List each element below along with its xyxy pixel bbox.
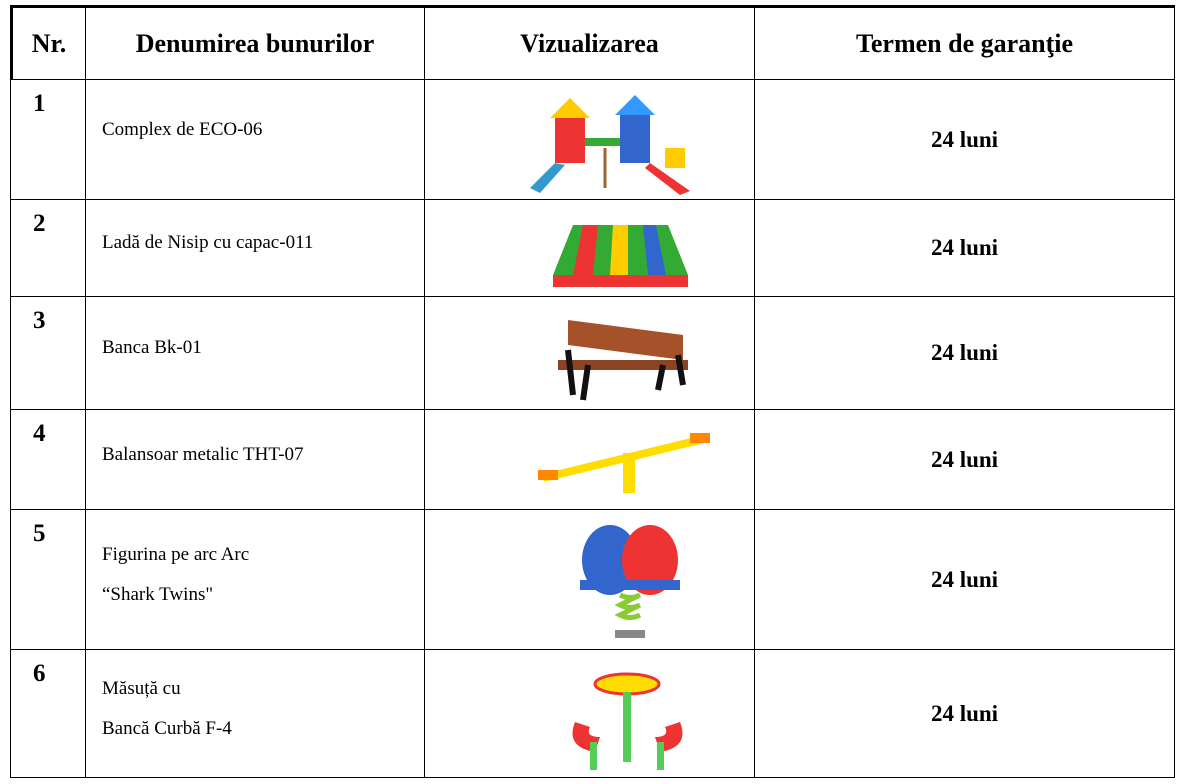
warranty-cell: 24 luni (755, 410, 1175, 510)
name-cell: Complex de ECO-06 (86, 80, 425, 200)
nr-cell: 1 (10, 80, 86, 200)
img-table (572, 672, 683, 770)
image-cell (425, 80, 755, 200)
header-cell: Vizualizarea (425, 5, 755, 80)
warranty: 24 luni (930, 340, 999, 365)
img-playground (530, 95, 690, 195)
header-cell: Denumirea bunurilor (86, 5, 425, 80)
warranty-cell: 24 luni (755, 650, 1175, 778)
image-cell (425, 297, 755, 410)
img-shark (580, 525, 680, 638)
image-cell (425, 200, 755, 297)
nr-cell: 6 (10, 650, 86, 778)
header-cell: Termen de garanţie (755, 5, 1175, 80)
header-text: Denumirea bunurilor (135, 28, 375, 58)
header-text: Vizualizarea (520, 28, 659, 58)
warranty-cell: 24 luni (755, 510, 1175, 650)
header-cell: Nr. (10, 5, 86, 80)
warranty: 24 luni (930, 700, 999, 726)
row-number: 6 (33, 660, 46, 687)
warranty: 24 luni (930, 566, 999, 592)
nr-cell: 3 (10, 297, 86, 410)
warranty-cell: 24 luni (755, 80, 1175, 200)
item-name: “Shark Twins" (102, 583, 214, 605)
header-text: Nr. (31, 28, 67, 58)
warranty-cell: 24 luni (755, 200, 1175, 297)
img-bench (558, 320, 688, 401)
image-cell (425, 510, 755, 650)
item-name: Banca Bk-01 (102, 337, 202, 358)
item-name: Ladă de Nisip cu capac-011 (102, 232, 314, 253)
name-cell: Figurina pe arc Arc “Shark Twins" (86, 510, 425, 650)
image-cell (425, 650, 755, 778)
row-number: 1 (33, 90, 46, 117)
name-cell: Ladă de Nisip cu capac-011 (86, 200, 425, 297)
name-cell: Balansoar metalic THT-07 (86, 410, 425, 510)
img-sandbox (553, 225, 688, 287)
row-number: 5 (33, 520, 46, 547)
nr-cell: 5 (10, 510, 86, 650)
name-cell: Măsuță cu Bancă Curbă F-4 (86, 650, 425, 778)
row-number: 2 (33, 210, 46, 237)
header-text: Termen de garanţie (855, 28, 1074, 58)
row-number: 3 (33, 307, 46, 334)
nr-cell: 4 (10, 410, 86, 510)
nr-cell: 2 (10, 200, 86, 297)
item-name: Măsuță cu (102, 677, 181, 699)
name-cell: Banca Bk-01 (86, 297, 425, 410)
item-name: Balansoar metalic THT-07 (102, 443, 304, 465)
item-name: Figurina pe arc Arc (102, 543, 250, 565)
item-name: Complex de ECO-06 (102, 118, 263, 140)
warranty: 24 luni (930, 446, 999, 472)
warranty: 24 luni (930, 126, 999, 152)
warranty: 24 luni (930, 235, 999, 260)
item-name: Bancă Curbă F-4 (102, 717, 232, 739)
image-cell (425, 410, 755, 510)
warranty-cell: 24 luni (755, 297, 1175, 410)
row-number: 4 (33, 420, 46, 447)
img-seesaw (538, 433, 710, 493)
